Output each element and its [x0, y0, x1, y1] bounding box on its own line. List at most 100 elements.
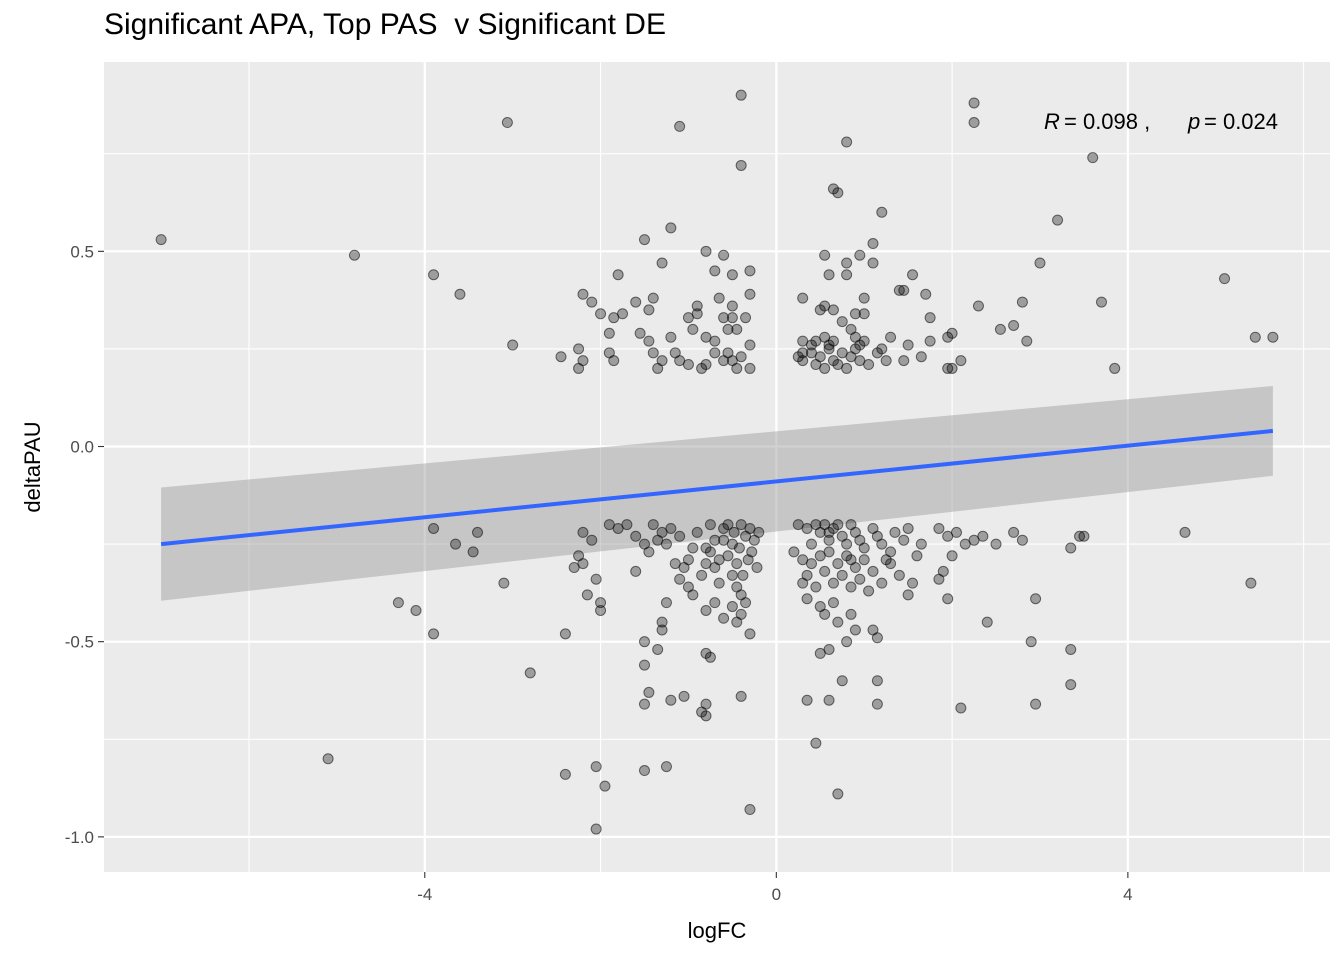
data-point: [968, 117, 980, 129]
data-point: [942, 593, 954, 605]
data-point: [392, 597, 404, 609]
data-point: [832, 616, 844, 628]
data-point: [797, 355, 809, 367]
data-point: [638, 234, 650, 246]
data-point: [832, 788, 844, 800]
data-point: [849, 308, 861, 320]
data-point: [678, 690, 690, 702]
data-point: [656, 616, 668, 628]
data-point: [805, 558, 817, 570]
data-point: [1267, 331, 1279, 343]
data-point: [700, 245, 712, 257]
data-point: [577, 526, 589, 538]
regression-line-layer: [160, 428, 1274, 547]
data-point: [735, 351, 747, 363]
data-point: [893, 569, 905, 581]
data-point: [981, 616, 993, 628]
axis-ticks: -4 0 4 -1.0 -0.5 0.0 0.5: [65, 242, 1133, 904]
regression-line: [160, 428, 1274, 547]
data-point: [652, 643, 664, 655]
y-tick-label: -1.0: [65, 828, 94, 847]
data-point: [665, 522, 677, 534]
data-point: [595, 308, 607, 320]
data-point: [630, 530, 642, 542]
data-point: [744, 288, 756, 300]
data-point: [867, 238, 879, 250]
x-tick-label: -4: [417, 885, 432, 904]
data-point: [726, 569, 738, 581]
data-point: [573, 343, 585, 355]
data-point: [867, 257, 879, 269]
data-point: [1008, 526, 1020, 538]
data-point: [845, 581, 857, 593]
data-point: [805, 339, 817, 351]
data-point: [647, 292, 659, 304]
data-point: [700, 710, 712, 722]
data-point: [726, 312, 738, 324]
data-point: [902, 339, 914, 351]
data-point: [797, 347, 809, 359]
data-point: [1087, 152, 1099, 164]
data-point: [410, 604, 422, 616]
data-point: [744, 362, 756, 374]
data-point: [823, 534, 835, 546]
data-point: [691, 526, 703, 538]
data-point: [746, 546, 758, 558]
annotation-p-value: = 0.024: [1204, 109, 1278, 134]
data-point: [713, 292, 725, 304]
data-point: [827, 597, 839, 609]
data-point: [1065, 542, 1077, 554]
data-point: [977, 530, 989, 542]
data-point: [700, 604, 712, 616]
data-point: [472, 526, 484, 538]
data-point: [950, 526, 962, 538]
annotation-p-label: p: [1187, 109, 1200, 134]
data-point: [876, 206, 888, 218]
data-point: [836, 569, 848, 581]
data-point: [1030, 698, 1042, 710]
data-point: [1052, 214, 1064, 226]
data-point: [450, 538, 462, 550]
data-point: [827, 577, 839, 589]
data-point: [735, 690, 747, 702]
data-point: [863, 585, 875, 597]
data-point: [841, 257, 853, 269]
data-point: [590, 761, 602, 773]
data-point: [823, 546, 835, 558]
data-point: [595, 604, 607, 616]
data-point: [581, 589, 593, 601]
data-point: [832, 519, 844, 531]
data-point: [643, 546, 655, 558]
data-point: [740, 597, 752, 609]
data-point: [1065, 643, 1077, 655]
data-point: [819, 362, 831, 374]
data-point: [885, 331, 897, 343]
data-point: [731, 616, 743, 628]
data-point: [1179, 526, 1191, 538]
data-point: [586, 534, 598, 546]
data-point: [735, 159, 747, 171]
data-point: [704, 519, 716, 531]
data-point: [876, 577, 888, 589]
annotation-r-value: = 0.098 ,: [1064, 109, 1150, 134]
data-point: [805, 538, 817, 550]
data-point: [709, 597, 721, 609]
data-point: [735, 89, 747, 101]
data-point: [660, 538, 672, 550]
data-point: [630, 565, 642, 577]
data-point: [709, 534, 721, 546]
data-point: [568, 562, 580, 574]
data-point: [603, 327, 615, 339]
data-point: [728, 526, 740, 538]
data-point: [1074, 530, 1086, 542]
x-tick-label: 0: [772, 885, 781, 904]
data-point: [858, 554, 870, 566]
data-point: [858, 292, 870, 304]
data-point: [832, 187, 844, 199]
data-point: [599, 780, 611, 792]
data-point: [797, 292, 809, 304]
data-point: [753, 526, 765, 538]
data-point: [322, 753, 334, 765]
data-point: [1030, 593, 1042, 605]
data-point: [880, 554, 892, 566]
